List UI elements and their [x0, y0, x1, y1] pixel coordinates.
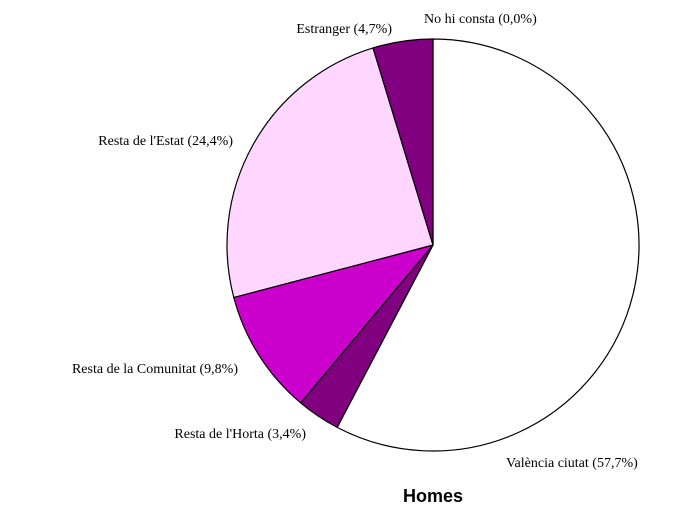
pie-slice-resta-de-l-estat — [226, 47, 434, 299]
pie-labels: València ciutat (57,7%) Resta de l'Horta … — [72, 12, 638, 471]
slice-label-estranger: Estranger (4,7%) — [296, 22, 392, 37]
slice-label-resta-de-la-comunitat: Resta de la Comunitat (9,8%) — [72, 362, 238, 377]
pie-slice-valencia-ciutat — [336, 38, 640, 452]
slice-label-no-hi-consta: No hi consta (0,0%) — [424, 12, 537, 27]
chart-title: Homes — [403, 486, 463, 506]
pie-slices — [226, 38, 640, 452]
slice-label-resta-de-l-horta: Resta de l'Horta (3,4%) — [174, 427, 306, 442]
slice-label-valencia-ciutat: València ciutat (57,7%) — [506, 456, 638, 471]
slice-label-resta-de-l-estat: Resta de l'Estat (24,4%) — [98, 134, 233, 149]
pie-slice-estranger — [372, 38, 434, 246]
